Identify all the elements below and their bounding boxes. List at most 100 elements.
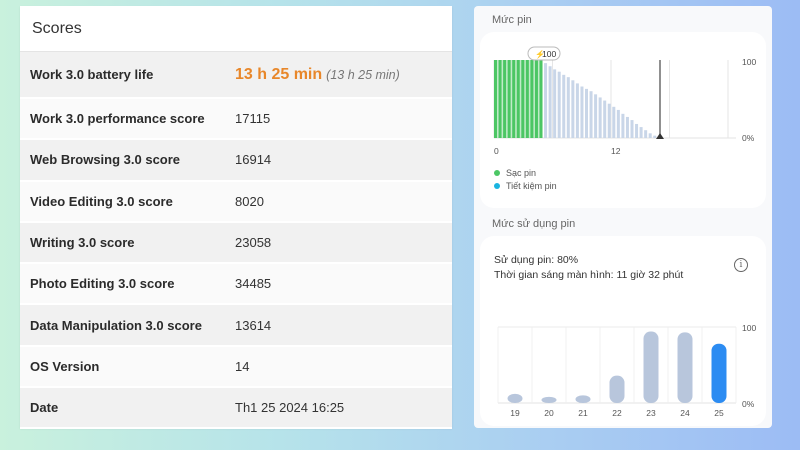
charging-bar [525,60,529,138]
row-value: 13614 [235,317,272,333]
scores-title: Scores [20,6,452,52]
battery-bar [644,130,648,138]
marker-triangle-icon [656,133,664,139]
usage-bar-22[interactable] [609,375,625,403]
charging-bar [530,60,534,138]
table-row: Date Th1 25 2024 16:25 [20,388,452,430]
battery-level-title: Mức pin [492,14,532,26]
charging-bar [507,60,511,138]
battery-bar [589,91,593,138]
charging-bar [503,60,507,138]
row-value: 17115 [235,111,271,127]
usage-bar-21[interactable] [575,395,591,403]
battery-bar [616,109,620,138]
charging-bar [521,60,525,138]
battery-usage-card[interactable]: Sử dụng pin: 80% Thời gian sáng màn hình… [480,236,766,426]
screen-on-time: Thời gian sáng màn hình: 11 giờ 32 phút [494,269,684,281]
battery-bar [653,135,657,138]
scores-panel: Scores Work 3.0 battery life 13 h 25 min… [20,6,452,430]
row-label: Video Editing 3.0 score [30,193,173,209]
charging-dot-icon [494,170,500,176]
table-row: Photo Editing 3.0 score 34485 [20,264,452,306]
row-label: Date [30,400,59,416]
battery-life-sub: (13 h 25 min) [326,67,400,82]
battery-y-min: 0% [742,133,755,143]
usage-x-label: 25 [714,408,724,418]
usage-bar-23[interactable] [643,331,659,403]
legend-saver-label: Tiết kiệm pin [506,181,557,191]
battery-level-bars [493,60,736,139]
battery-level-chart: ⚡ 100 100 0% 0 12 [493,46,756,156]
usage-x-label: 21 [578,408,588,418]
usage-bar-25[interactable] [711,343,727,403]
row-label: Web Browsing 3.0 score [30,152,181,168]
usage-x-label: 23 [646,408,656,418]
usage-bars [507,331,727,403]
usage-bar-20[interactable] [541,396,557,403]
row-label: Work 3.0 performance score [30,111,205,127]
table-row: Data Manipulation 3.0 score 13614 [20,305,452,347]
legend-charging-label: Sạc pin [506,168,537,178]
saver-dot-icon [494,183,500,189]
battery-bar [562,74,566,138]
battery-bar [571,80,575,138]
battery-bar [557,71,561,138]
charging-bar [539,60,543,138]
battery-badge-label: 100 [542,49,556,59]
battery-bar [553,69,557,138]
battery-bar [603,100,607,138]
table-row: OS Version 14 [20,346,452,389]
battery-badge [527,46,561,61]
usage-bar-19[interactable] [507,393,523,403]
charging-bar [498,60,502,138]
charging-region [494,60,543,138]
battery-life-value: 13 h 25 min [235,65,323,83]
battery-bar [575,83,579,138]
usage-grid [497,326,737,404]
table-row: Writing 3.0 score 23058 [20,222,452,265]
battery-x-label-12: 12 [611,146,621,156]
battery-bar [648,133,652,138]
battery-bar [607,103,611,138]
usage-y-max: 100 [742,323,756,333]
usage-bar-24[interactable] [677,332,693,403]
battery-bar [566,77,570,138]
usage-y-min: 0% [742,399,755,409]
table-row: Work 3.0 battery life 13 h 25 min (13 h 2… [20,52,452,99]
usage-x-label: 24 [680,408,690,418]
charging-bar [512,60,516,138]
battery-bar [621,113,625,138]
usage-x-label: 22 [612,408,622,418]
row-value: 16914 [235,152,272,168]
battery-usage-percent: Sử dụng pin: 80% [494,254,579,266]
battery-bar [548,66,552,138]
legend-battery-saver: Tiết kiệm pin [494,181,557,191]
row-label: OS Version [30,358,100,374]
table-row: Video Editing 3.0 score 8020 [20,181,452,223]
battery-bar [585,88,588,138]
battery-x-label-0: 0 [494,146,499,156]
battery-usage-chart: 19 20 21 22 23 24 25 100 0% [497,323,756,418]
battery-bar [625,116,629,138]
row-label: Photo Editing 3.0 score [30,276,175,292]
row-value: 13 h 25 min (13 h 25 min) [235,66,400,84]
row-value: 34485 [235,276,272,292]
usage-x-label: 19 [510,408,520,418]
info-icon[interactable]: i [734,258,748,272]
charging-bar [494,60,497,138]
legend-charging: Sạc pin [494,168,536,178]
usage-x-label: 20 [544,408,554,418]
table-row: Web Browsing 3.0 score 16914 [20,140,452,182]
charging-bar [534,60,538,138]
battery-bar [639,127,643,138]
battery-usage-title: Mức sử dụng pin [492,218,576,230]
row-value: 23058 [235,235,272,251]
battery-bar [635,123,639,138]
battery-bar [594,94,598,138]
battery-bar [544,63,548,138]
battery-level-card[interactable]: ⚡ 100 100 0% 0 12 Sạc pin Tiết kiệm pin [480,32,766,208]
table-row: Work 3.0 performance score 17115 [20,99,452,141]
usage-x-labels: 19 20 21 22 23 24 25 [510,408,724,418]
row-label: Writing 3.0 score [30,235,135,251]
battery-bar [598,97,602,138]
